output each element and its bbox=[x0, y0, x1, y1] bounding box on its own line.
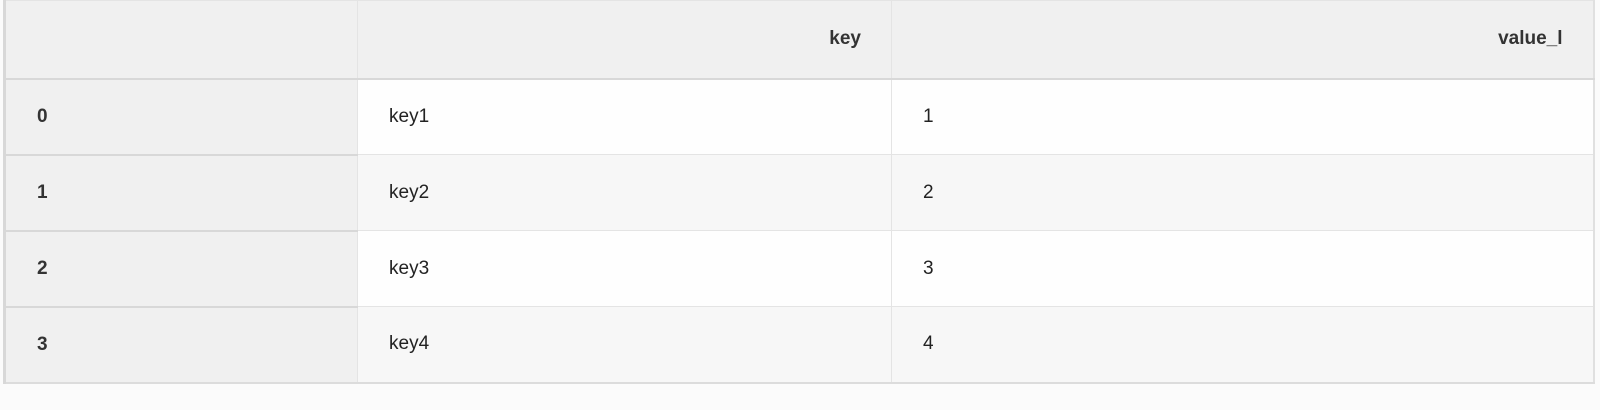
row-index: 2 bbox=[3, 230, 358, 308]
header-row: key value_l bbox=[3, 0, 1595, 80]
table-row: 2 key3 3 bbox=[3, 230, 1595, 308]
cell-key: key1 bbox=[357, 78, 892, 155]
dataframe-table: key value_l 0 key1 1 1 key2 2 2 key3 3 3… bbox=[3, 0, 1595, 384]
cell-value-l: 4 bbox=[891, 306, 1595, 384]
row-index: 1 bbox=[3, 154, 358, 232]
column-header-value-l: value_l bbox=[891, 0, 1595, 80]
cell-value-l: 3 bbox=[891, 230, 1595, 307]
table-row: 0 key1 1 bbox=[3, 78, 1595, 156]
cell-key: key3 bbox=[357, 230, 892, 307]
cell-key: key4 bbox=[357, 306, 892, 384]
index-header bbox=[3, 0, 358, 80]
column-header-key: key bbox=[357, 0, 892, 80]
row-index: 3 bbox=[3, 306, 358, 384]
cell-value-l: 2 bbox=[891, 154, 1595, 231]
cell-key: key2 bbox=[357, 154, 892, 231]
cell-value-l: 1 bbox=[891, 78, 1595, 155]
row-index: 0 bbox=[3, 78, 358, 156]
table-row: 1 key2 2 bbox=[3, 154, 1595, 232]
table-row: 3 key4 4 bbox=[3, 306, 1595, 384]
